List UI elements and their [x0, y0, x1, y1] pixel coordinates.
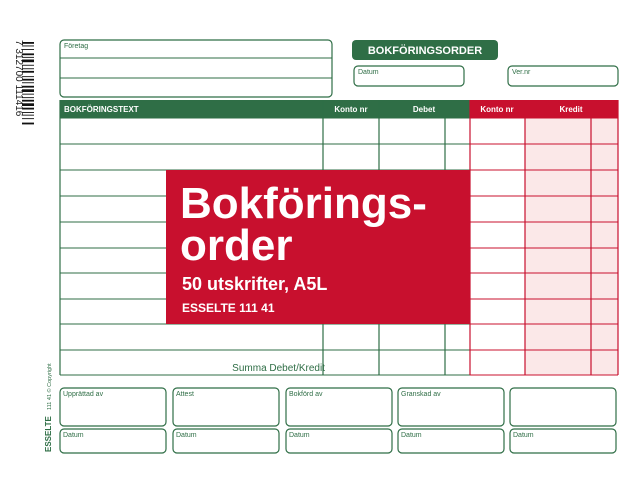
signature-date-label: Datum	[289, 432, 310, 439]
signature-date-label: Datum	[401, 432, 422, 439]
signature-box	[285, 387, 393, 427]
barcode	[22, 42, 34, 125]
col-header: BOKFÖRINGSTEXT	[64, 105, 139, 114]
table-grid	[59, 100, 619, 376]
barcode-bar	[22, 82, 34, 84]
signature-date-label: Datum	[63, 432, 84, 439]
date-box	[397, 428, 505, 454]
title-pill	[352, 40, 498, 60]
barcode-bar	[22, 64, 34, 66]
barcode-bar	[22, 59, 34, 63]
date-box	[59, 428, 167, 454]
date-label: Datum	[358, 69, 379, 76]
signature-box	[397, 387, 505, 427]
barcode-bar	[22, 99, 34, 102]
side-copyright: 111 41 © Copyright	[46, 363, 53, 410]
form-title: BOKFÖRINGSORDER	[368, 44, 482, 57]
header-red	[470, 100, 618, 118]
barcode-bar	[22, 42, 34, 44]
sum-label: Summa Debet/Kredit	[232, 363, 325, 374]
signature-label: Attest	[176, 391, 194, 398]
barcode-bar	[22, 45, 34, 47]
barcode-bar	[22, 118, 34, 120]
barcode-bar	[22, 53, 34, 56]
col-header: Konto nr	[334, 105, 367, 114]
signatures: Upprättad av Datum Attest Datum Bokförd av Da…	[59, 387, 617, 454]
signature-box	[509, 387, 617, 427]
company-box	[59, 39, 333, 98]
product-article: ESSELTE 111 41	[182, 301, 275, 315]
signature-label: Granskad av	[401, 391, 441, 398]
signature-date-label: Datum	[176, 432, 197, 439]
barcode-bar	[22, 114, 34, 116]
barcode-bar	[22, 49, 34, 50]
side-brand: ESSELTE	[44, 415, 53, 452]
signature-label: Bokförd av	[289, 391, 323, 398]
barcode-bar	[22, 97, 34, 99]
date-box	[172, 428, 280, 454]
date-box	[509, 428, 617, 454]
product-title: order	[180, 221, 292, 270]
barcode-bar	[22, 112, 34, 113]
col-header: Konto nr	[480, 105, 513, 114]
company-label: Företag	[64, 43, 88, 50]
barcode-bar	[22, 56, 34, 58]
voucher-label: Ver.nr	[512, 69, 531, 76]
barcode-bar	[22, 103, 34, 106]
product-title: Bokförings-	[180, 179, 427, 228]
signature-date-label: Datum	[513, 432, 534, 439]
credit-shade	[525, 118, 618, 375]
barcode-digits: 7 312700 111416	[13, 40, 24, 117]
barcode-bar	[22, 78, 34, 81]
barcode-bar	[22, 68, 34, 70]
date-box	[353, 65, 465, 87]
signature-box	[59, 387, 167, 427]
header-green	[60, 100, 470, 118]
product-subtitle: 50 utskrifter, A5L	[182, 274, 327, 294]
voucher-box	[507, 65, 619, 87]
col-header: Debet	[413, 105, 436, 114]
barcode-bar	[22, 76, 34, 78]
signature-box	[172, 387, 280, 427]
product-label	[166, 170, 470, 324]
date-box	[285, 428, 393, 454]
signature-label: Upprättad av	[63, 391, 104, 398]
barcode-bar	[22, 107, 34, 110]
barcode-bar	[22, 85, 34, 88]
col-header: Kredit	[559, 105, 582, 114]
barcode-bar	[22, 122, 34, 125]
barcode-bar	[22, 93, 34, 95]
barcode-bar	[22, 70, 34, 73]
barcode-bar	[22, 89, 34, 92]
